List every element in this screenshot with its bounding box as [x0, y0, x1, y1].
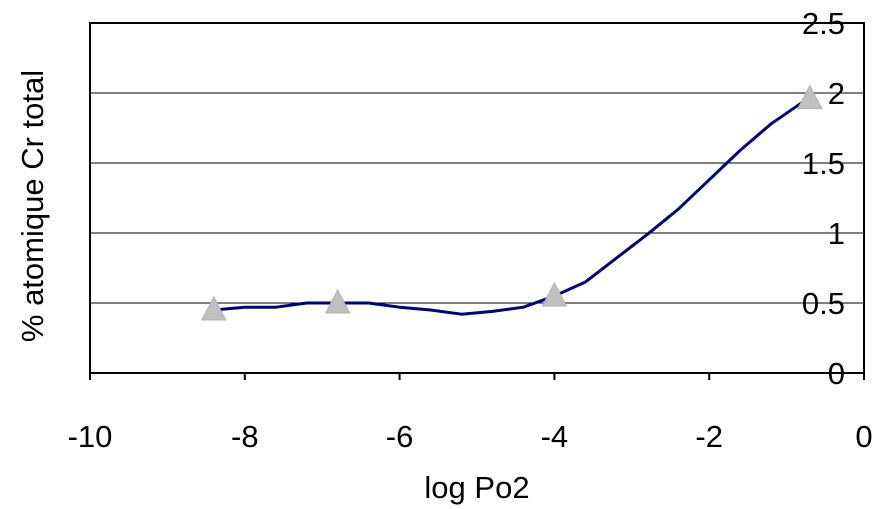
x-axis-tick-labels: -10 -8 -6 -4 -2 0	[68, 419, 873, 454]
y-tick-label: 2.5	[802, 6, 845, 41]
gridlines	[90, 92, 864, 304]
x-tick-label: -10	[68, 419, 113, 454]
y-tick-label: 1	[828, 216, 845, 251]
data-point-marker	[541, 281, 568, 307]
x-axis-title: log Po2	[424, 470, 529, 505]
x-axis-ticks	[89, 373, 865, 380]
y-tick-label: 2	[828, 76, 845, 111]
data-point-marker	[201, 295, 227, 321]
data-point-marker	[324, 288, 351, 314]
series-line	[213, 95, 811, 316]
data-point-marker	[796, 84, 823, 110]
y-tick-label: 1.5	[802, 146, 845, 181]
x-tick-label: -6	[386, 419, 414, 454]
y-axis-title: % atomique Cr total	[15, 70, 50, 342]
y-tick-label: 0	[828, 356, 845, 391]
y-tick-label: 0.5	[802, 286, 845, 321]
plot-area-frame	[89, 22, 865, 374]
y-axis-tick-labels: 0 0.5 1 1.5 2 2.5	[802, 6, 845, 391]
data-series	[201, 84, 823, 321]
x-tick-label: -8	[231, 419, 259, 454]
x-tick-label: -4	[541, 419, 569, 454]
x-tick-label: 0	[855, 419, 872, 454]
x-tick-label: -2	[695, 419, 723, 454]
